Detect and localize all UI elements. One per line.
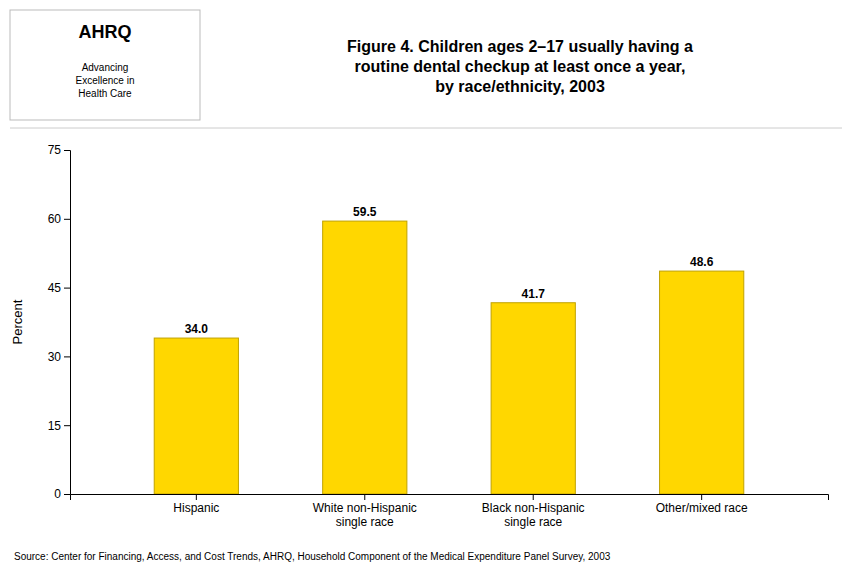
x-tick-label: Hispanic: [173, 501, 219, 515]
data-labels: 34.0 59.5 41.7 48.6: [185, 205, 714, 336]
logo-box: [10, 10, 200, 120]
text-line: Hispanic: [173, 501, 219, 515]
y-tick: 60: [48, 212, 70, 226]
y-tick-label: 75: [48, 143, 62, 157]
text-line: Other/mixed race: [656, 501, 748, 515]
header: AHRQ Advancing Excellence in Health Care: [10, 10, 200, 120]
y-axis: 0 15 30 45 60 75: [48, 143, 71, 501]
y-axis-title: Percent: [10, 299, 25, 344]
chart-svg: AHRQ Advancing Excellence in Health Care Fig…: [0, 0, 852, 576]
x-tick-mark: [364, 494, 365, 500]
logo-tagline: Advancing Excellence in Health Care: [76, 62, 135, 99]
bars: [154, 221, 744, 494]
x-tick-mark: [701, 494, 702, 500]
text-line: Excellence in: [76, 75, 135, 86]
data-label: 41.7: [522, 287, 546, 301]
bar: [491, 303, 575, 494]
x-tick: Black non-Hispanicsingle race: [482, 494, 585, 529]
data-label: 48.6: [690, 255, 714, 269]
source-note: Source: Center for Financing, Access, an…: [14, 551, 611, 562]
x-tick-mark: [533, 494, 534, 500]
y-tick-label: 15: [48, 419, 62, 433]
x-tick: Other/mixed race: [656, 494, 748, 515]
text-line: Advancing: [82, 62, 129, 73]
text-line: Figure 4. Children ages 2–17 usually hav…: [347, 38, 693, 55]
y-tick-label: 45: [48, 281, 62, 295]
y-tick: 45: [48, 281, 70, 295]
header-separator: [10, 128, 842, 129]
chart-container: AHRQ Advancing Excellence in Health Care Fig…: [0, 0, 852, 576]
x-tick: Hispanic: [173, 494, 219, 515]
text-line: by race/ethnicity, 2003: [435, 78, 605, 95]
bar: [660, 271, 744, 494]
data-label: 34.0: [185, 322, 209, 336]
y-axis-line: [64, 151, 71, 495]
x-tick-mark: [196, 494, 197, 500]
x-tick-label: White non-Hispanicsingle race: [313, 501, 417, 529]
y-tick: 75: [48, 143, 70, 157]
text-line: Black non-Hispanic: [482, 501, 585, 515]
y-tick: 15: [48, 419, 70, 433]
y-tick: 30: [48, 350, 70, 364]
bar: [323, 221, 407, 494]
logo-title: AHRQ: [79, 22, 132, 42]
x-tick: White non-Hispanicsingle race: [313, 494, 417, 529]
y-tick-mark: [64, 494, 70, 495]
plot: 01530456075HispanicWhite non-Hispanicsin…: [48, 143, 829, 528]
text-line: White non-Hispanic: [313, 501, 417, 515]
y-tick-label: 0: [54, 487, 61, 501]
y-tick: 0: [54, 487, 70, 501]
y-tick-mark: [64, 288, 70, 289]
x-tick-label: Black non-Hispanicsingle race: [482, 501, 585, 529]
y-tick-mark: [64, 150, 70, 151]
bar: [154, 338, 238, 494]
y-tick-mark: [64, 219, 70, 220]
data-label: 59.5: [353, 205, 377, 219]
x-tick-label: Other/mixed race: [656, 501, 748, 515]
text-line: single race: [336, 515, 394, 529]
text-line: Health Care: [78, 88, 132, 99]
x-axis-line: [71, 495, 829, 501]
x-axis: HispanicWhite non-Hispanicsingle raceBla…: [71, 494, 829, 529]
title: Figure 4. Children ages 2–17 usually hav…: [347, 38, 693, 95]
y-tick-mark: [64, 356, 70, 357]
y-tick-label: 60: [48, 212, 62, 226]
text-line: single race: [504, 515, 562, 529]
y-tick-mark: [64, 425, 70, 426]
y-tick-label: 30: [48, 350, 62, 364]
text-line: routine dental checkup at least once a y…: [355, 58, 686, 75]
